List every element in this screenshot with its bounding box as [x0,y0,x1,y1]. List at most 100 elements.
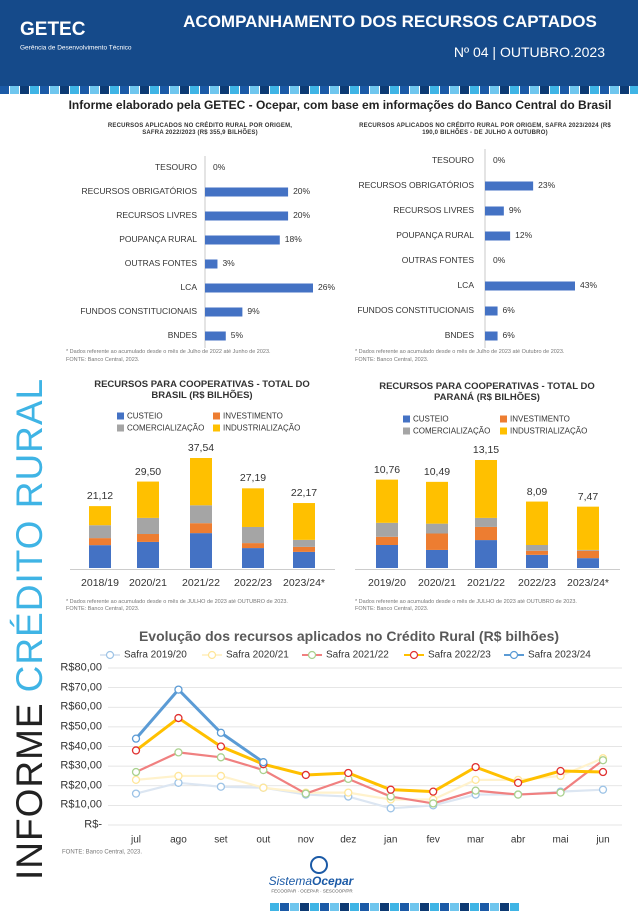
tile [130,86,139,94]
x-tick-label: set [214,834,228,846]
issue: Nº 04 | OUTUBRO.2023 [453,43,605,60]
tile [550,86,559,94]
bar-segment [376,479,398,523]
bar-segment [89,538,111,546]
legend-swatch [213,424,220,432]
category-label: OUTRAS FONTES [401,255,474,266]
y-tick-label: R$50,00 [60,720,102,733]
tile [510,903,519,911]
tile [90,86,99,94]
tile [430,86,439,94]
tile [340,903,349,911]
chart-title: RECURSOS PARA COOPERATIVAS - TOTAL DO BR… [94,379,310,401]
bar-segment [475,517,497,527]
bar-segment [426,481,448,524]
bar [485,181,534,191]
point [471,775,480,785]
point [301,770,310,780]
point [429,787,438,796]
tile [80,86,89,94]
point [259,758,268,767]
legend-swatch [213,412,220,420]
tile [110,86,119,94]
bar-segment [526,554,548,568]
value-label: 20% [293,186,311,197]
tile [70,86,79,94]
tile [460,903,469,911]
tile [380,903,389,911]
legend-swatch [500,427,507,435]
header-title: ACOMPANHAMENTO DOS RECURSOS CAPTADOS [183,12,597,32]
tile [600,86,609,94]
total-label: 21,12 [86,490,114,503]
value-label: 9% [508,205,522,216]
tile [60,86,69,94]
tile [520,86,529,94]
bar [205,283,313,293]
point [174,685,183,694]
legend-marker [105,650,115,660]
bar-segment [475,460,497,518]
bar-segment [89,545,111,568]
y-tick-label: R$70,00 [60,681,102,694]
tile [450,903,459,911]
chart-title: Evolução dos recursos aplicados no Crédi… [138,627,560,644]
tile [490,86,499,94]
category-label: OUTRAS FONTES [124,258,197,269]
x-tick-label: fev [426,834,440,846]
bar-segment [293,539,315,547]
tile [400,903,409,911]
tile [410,903,419,911]
point [216,742,226,751]
point [259,783,268,792]
x-tick-label: out [256,834,271,846]
bar [205,259,218,269]
category-label: LCA [180,282,197,293]
y-tick-label: R$30,00 [60,759,102,772]
point [556,788,565,797]
tile [240,86,249,94]
point [131,746,141,755]
tile [530,86,539,94]
tile [270,86,279,94]
chart-title: RECURSOS APLICADOS NO CRÉDITO RURAL POR … [107,123,293,136]
total-label: 8,09 [526,485,548,498]
value-label: 12% [515,230,533,241]
logo-icon [310,856,328,874]
total-label: 37,54 [187,441,215,454]
x-tick-label: ago [170,834,187,846]
tile [340,86,349,94]
point [131,789,141,798]
tile [480,903,489,911]
bar-segment [137,534,159,542]
tile [310,903,319,911]
bar [205,187,289,197]
legend-label: Safra 2020/21 [226,649,289,661]
source: FONTE: Banco Central, 2023. [355,605,429,612]
category-label: BNDES [167,330,197,341]
bar-segment [293,503,315,540]
tile [430,903,439,911]
tile [170,86,179,94]
brand: Ocepar [312,874,354,889]
value-label: 6% [502,305,515,316]
total-label: 27,19 [239,472,267,485]
bar-segment [526,550,548,555]
bar-segment [190,458,212,506]
tile [290,903,299,911]
x-tick-label: 2021/22 [467,576,505,589]
bar-segment [242,526,264,544]
y-tick-label: R$- [84,818,102,831]
legend-label: Safra 2022/23 [428,649,491,661]
tile [570,86,579,94]
tile [420,86,429,94]
point [386,792,395,801]
note: * Dados referente ao acumulado desde o m… [66,598,288,605]
point [216,771,226,781]
series-line [135,716,604,794]
tile [480,86,489,94]
category-label: RECURSOS LIVRES [116,210,197,221]
tile [120,86,129,94]
tile [470,86,479,94]
